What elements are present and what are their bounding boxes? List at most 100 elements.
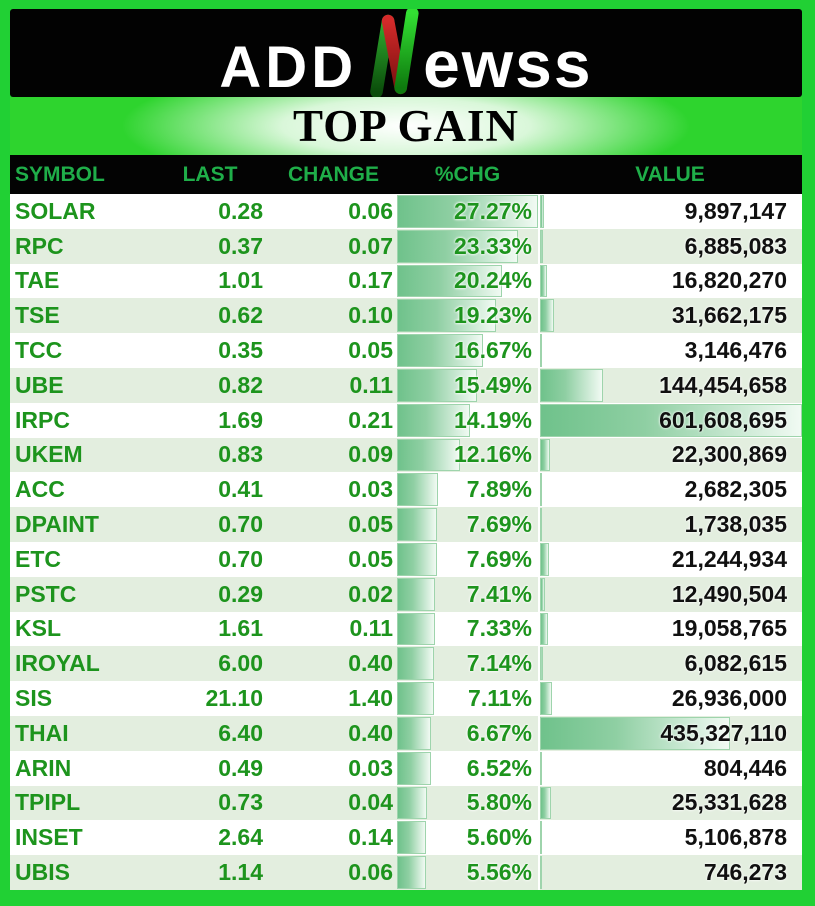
last-cell: 6.40 bbox=[218, 719, 263, 746]
last-cell: 0.62 bbox=[218, 302, 263, 329]
value-text: 19,058,765 bbox=[671, 615, 787, 642]
value-cell: 6,885,083 bbox=[538, 228, 802, 264]
symbol-cell: UBE bbox=[15, 373, 64, 397]
value-databar bbox=[540, 473, 542, 507]
symbol-cell: SOLAR bbox=[15, 199, 96, 223]
value-text: 3,146,476 bbox=[684, 337, 787, 364]
value-databar bbox=[540, 647, 543, 681]
pct-chg-databar bbox=[397, 647, 434, 681]
pct-chg-cell: 19.23% bbox=[397, 298, 538, 333]
pct-chg-text: 19.23% bbox=[453, 302, 532, 329]
pct-chg-databar bbox=[397, 334, 484, 367]
value-cell: 9,897,147 bbox=[538, 194, 802, 229]
pct-chg-cell: 7.69% bbox=[397, 542, 538, 577]
symbol-cell: IROYAL bbox=[15, 652, 100, 676]
value-databar bbox=[540, 403, 802, 437]
change-cell: 0.40 bbox=[348, 650, 393, 677]
table-row: TAE 1.01 0.17 20.24% 16,820,270 bbox=[10, 263, 802, 299]
value-databar bbox=[540, 716, 730, 750]
table-row: DPAINT 0.70 0.05 7.69% 1,738,035 bbox=[10, 507, 802, 542]
change-cell: 0.03 bbox=[348, 476, 393, 503]
value-cell: 21,244,934 bbox=[538, 541, 802, 577]
pct-chg-cell: 6.52% bbox=[397, 751, 538, 786]
table-row: TSE 0.62 0.10 19.23% 31,662,175 bbox=[10, 298, 802, 334]
change-cell: 0.11 bbox=[349, 615, 394, 642]
symbol-cell: ARIN bbox=[15, 756, 72, 780]
pct-chg-databar bbox=[397, 751, 431, 785]
pct-chg-text: 12.16% bbox=[453, 441, 532, 468]
symbol-cell: IRPC bbox=[15, 408, 70, 432]
change-cell: 0.07 bbox=[348, 232, 393, 259]
pct-chg-text: 15.49% bbox=[453, 371, 532, 398]
pct-chg-text: 14.19% bbox=[453, 406, 532, 433]
pct-chg-databar bbox=[397, 403, 471, 437]
brand-banner: ADD ewss bbox=[10, 9, 802, 97]
change-cell: 0.06 bbox=[348, 859, 393, 886]
pct-chg-text: 6.67% bbox=[466, 719, 532, 746]
value-databar bbox=[540, 682, 552, 715]
page-title: TOP GAIN bbox=[293, 100, 519, 151]
last-cell: 1.01 bbox=[218, 267, 263, 294]
table-row: UBIS 1.14 0.06 5.56% 746,273 bbox=[10, 855, 802, 890]
table-row: SOLAR 0.28 0.06 27.27% 9,897,147 bbox=[10, 194, 802, 229]
symbol-cell: DPAINT bbox=[15, 513, 99, 537]
value-cell: 1,738,035 bbox=[538, 507, 802, 542]
pct-chg-text: 23.33% bbox=[453, 232, 532, 259]
pct-chg-text: 7.69% bbox=[466, 545, 532, 572]
column-header-value: VALUE bbox=[635, 163, 705, 186]
pct-chg-text: 7.14% bbox=[466, 650, 532, 677]
pct-chg-text: 5.60% bbox=[466, 824, 532, 851]
table-row: SIS 21.10 1.40 7.11% 26,936,000 bbox=[10, 681, 802, 716]
title-band: TOP GAIN bbox=[10, 97, 802, 155]
value-databar bbox=[540, 856, 542, 889]
value-databar bbox=[540, 751, 542, 785]
pct-chg-cell: 7.41% bbox=[397, 577, 538, 612]
value-databar bbox=[540, 264, 548, 298]
table-row: PSTC 0.29 0.02 7.41% 12,490,504 bbox=[10, 576, 802, 612]
symbol-cell: ETC bbox=[15, 547, 61, 571]
change-cell: 0.21 bbox=[348, 406, 393, 433]
table-row: RPC 0.37 0.07 23.33% 6,885,083 bbox=[10, 228, 802, 264]
pct-chg-text: 5.80% bbox=[466, 789, 532, 816]
last-cell: 0.49 bbox=[218, 754, 263, 781]
value-databar bbox=[540, 195, 545, 228]
pct-chg-databar bbox=[397, 438, 460, 472]
pct-chg-text: 7.69% bbox=[466, 511, 532, 538]
value-databar bbox=[540, 821, 543, 855]
value-text: 6,885,083 bbox=[684, 232, 787, 259]
last-cell: 1.69 bbox=[218, 406, 263, 433]
pct-chg-cell: 7.14% bbox=[397, 646, 538, 681]
symbol-cell: SIS bbox=[15, 687, 53, 711]
table-row: THAI 6.40 0.40 6.67% 435,327,110 bbox=[10, 715, 802, 751]
symbol-cell: TPIPL bbox=[15, 791, 81, 815]
table-row: IRPC 1.69 0.21 14.19% 601,608,695 bbox=[10, 402, 802, 438]
value-text: 601,608,695 bbox=[659, 406, 787, 433]
pct-chg-databar bbox=[397, 821, 426, 855]
change-cell: 0.02 bbox=[348, 580, 393, 607]
value-text: 31,662,175 bbox=[671, 302, 787, 329]
last-cell: 0.70 bbox=[218, 545, 263, 572]
table-row: KSL 1.61 0.11 7.33% 19,058,765 bbox=[10, 611, 802, 647]
pct-chg-databar bbox=[397, 542, 437, 576]
value-text: 804,446 bbox=[703, 754, 787, 781]
change-cell: 0.10 bbox=[348, 302, 393, 329]
table-row: UKEM 0.83 0.09 12.16% 22,300,869 bbox=[10, 437, 802, 473]
logo-n-icon bbox=[370, 9, 419, 97]
table-row: INSET 2.64 0.14 5.60% 5,106,878 bbox=[10, 820, 802, 856]
pct-chg-databar bbox=[397, 856, 426, 889]
change-cell: 0.04 bbox=[348, 789, 393, 816]
pct-chg-cell: 23.33% bbox=[397, 229, 538, 264]
last-cell: 0.29 bbox=[218, 580, 263, 607]
last-cell: 1.14 bbox=[218, 859, 263, 886]
value-cell: 25,331,628 bbox=[538, 785, 802, 821]
value-cell: 601,608,695 bbox=[538, 402, 802, 438]
last-cell: 0.35 bbox=[218, 337, 263, 364]
pct-chg-databar bbox=[397, 473, 438, 507]
value-text: 1,738,035 bbox=[684, 511, 787, 538]
last-cell: 0.41 bbox=[218, 476, 263, 503]
last-cell: 0.83 bbox=[218, 441, 263, 468]
last-cell: 6.00 bbox=[218, 650, 263, 677]
pct-chg-cell: 5.56% bbox=[397, 855, 538, 890]
pct-chg-text: 16.67% bbox=[453, 337, 532, 364]
value-cell: 144,454,658 bbox=[538, 367, 802, 403]
